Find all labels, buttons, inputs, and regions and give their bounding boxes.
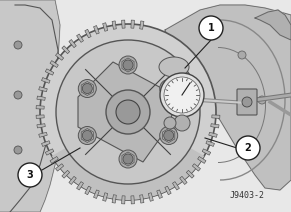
Polygon shape <box>50 61 58 67</box>
Polygon shape <box>103 23 108 31</box>
Polygon shape <box>36 115 44 119</box>
Polygon shape <box>165 186 171 195</box>
Polygon shape <box>131 196 134 204</box>
Circle shape <box>82 131 92 141</box>
Circle shape <box>242 97 252 107</box>
Circle shape <box>56 40 200 184</box>
Circle shape <box>164 117 176 129</box>
Circle shape <box>236 136 260 160</box>
Polygon shape <box>37 124 45 128</box>
Circle shape <box>244 151 252 159</box>
Circle shape <box>119 56 137 74</box>
Polygon shape <box>131 20 134 28</box>
Circle shape <box>164 84 174 93</box>
Polygon shape <box>211 124 219 128</box>
Polygon shape <box>103 193 108 201</box>
Polygon shape <box>140 195 144 203</box>
Polygon shape <box>77 34 84 42</box>
Circle shape <box>160 127 178 145</box>
Polygon shape <box>206 141 214 146</box>
Polygon shape <box>39 87 47 92</box>
Circle shape <box>78 127 96 145</box>
Polygon shape <box>112 195 116 203</box>
Polygon shape <box>186 170 194 178</box>
Text: J9403-2: J9403-2 <box>230 191 265 200</box>
Text: 2: 2 <box>245 143 251 153</box>
Polygon shape <box>173 182 180 190</box>
Circle shape <box>116 100 140 124</box>
Polygon shape <box>50 156 58 163</box>
Circle shape <box>199 16 223 40</box>
Circle shape <box>14 91 22 99</box>
Polygon shape <box>42 141 50 146</box>
Polygon shape <box>62 170 70 178</box>
Polygon shape <box>36 106 44 109</box>
Polygon shape <box>0 0 62 212</box>
Wedge shape <box>52 112 204 200</box>
Circle shape <box>119 150 137 168</box>
Polygon shape <box>93 190 99 198</box>
Polygon shape <box>77 182 84 190</box>
Polygon shape <box>202 149 211 155</box>
Circle shape <box>78 80 96 98</box>
Polygon shape <box>45 69 54 75</box>
Circle shape <box>174 115 190 131</box>
Circle shape <box>160 80 178 98</box>
Polygon shape <box>37 96 45 100</box>
Circle shape <box>82 84 92 93</box>
Polygon shape <box>198 156 206 163</box>
Circle shape <box>123 60 133 70</box>
Polygon shape <box>85 186 91 195</box>
Polygon shape <box>93 26 99 34</box>
Ellipse shape <box>159 57 189 77</box>
Circle shape <box>40 24 216 200</box>
Polygon shape <box>56 164 64 171</box>
Polygon shape <box>85 29 91 38</box>
Polygon shape <box>209 132 217 137</box>
Polygon shape <box>78 62 178 162</box>
Polygon shape <box>112 21 116 29</box>
Polygon shape <box>122 20 125 28</box>
Circle shape <box>14 41 22 49</box>
Circle shape <box>164 131 174 141</box>
Circle shape <box>160 73 204 117</box>
Polygon shape <box>255 10 291 40</box>
Polygon shape <box>69 176 76 184</box>
Polygon shape <box>62 46 70 54</box>
Text: 1: 1 <box>207 23 214 33</box>
Polygon shape <box>157 190 162 198</box>
Polygon shape <box>140 21 144 29</box>
Circle shape <box>18 163 42 187</box>
Polygon shape <box>69 39 76 48</box>
Polygon shape <box>42 78 50 83</box>
Circle shape <box>14 146 22 154</box>
FancyBboxPatch shape <box>237 89 257 115</box>
Circle shape <box>123 154 133 164</box>
Polygon shape <box>165 5 291 190</box>
Polygon shape <box>45 149 54 155</box>
Circle shape <box>258 96 266 104</box>
Circle shape <box>238 51 246 59</box>
Circle shape <box>106 90 150 134</box>
Polygon shape <box>39 132 47 137</box>
Circle shape <box>164 77 200 113</box>
Polygon shape <box>122 196 125 204</box>
Polygon shape <box>180 176 187 184</box>
Text: 3: 3 <box>26 170 33 180</box>
Polygon shape <box>56 53 64 60</box>
Polygon shape <box>212 115 220 119</box>
Polygon shape <box>148 193 153 201</box>
Polygon shape <box>192 164 200 171</box>
